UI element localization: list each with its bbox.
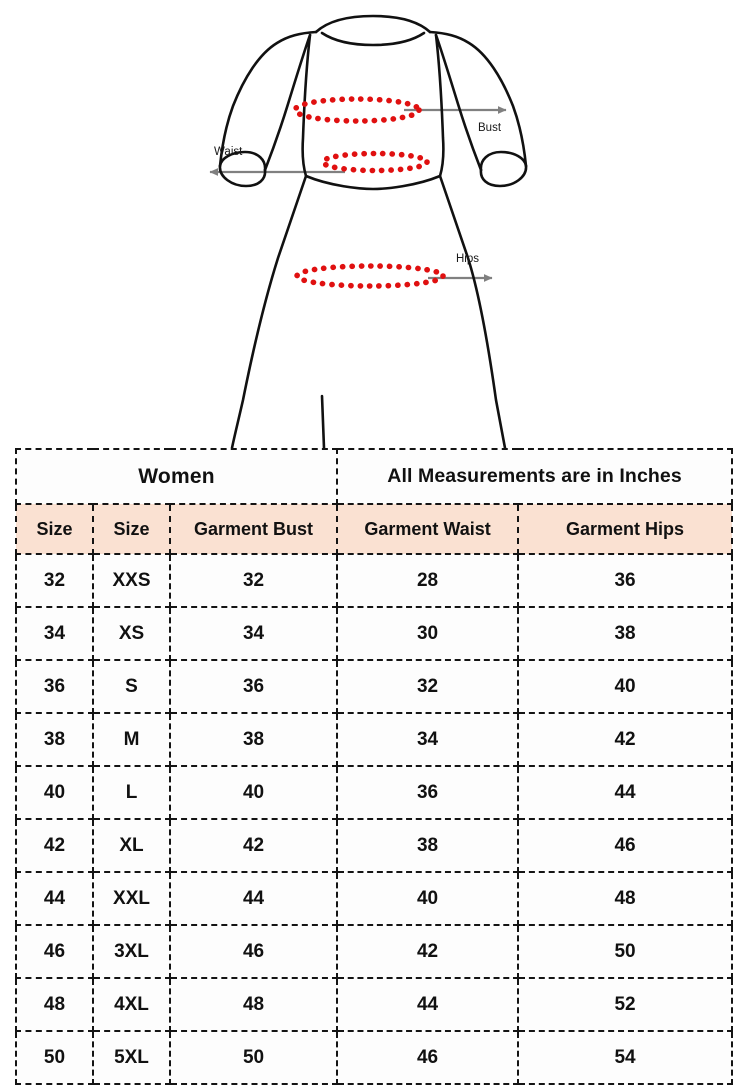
waist-ring xyxy=(320,150,430,174)
column-header-size-alpha: Size xyxy=(92,503,171,555)
cell-size-alpha: XXL xyxy=(92,871,171,926)
right-cuff-front xyxy=(479,164,528,188)
banner-units-cell: All Measurements are in Inches xyxy=(336,448,734,505)
cell-garment-hips: 36 xyxy=(517,553,734,608)
cell-size-alpha: XS xyxy=(92,606,171,661)
cell-size-alpha: 5XL xyxy=(92,1030,171,1085)
hips-label: Hips xyxy=(456,253,479,265)
dress-outline xyxy=(218,14,528,448)
table-row: 46 3XL 46 42 50 xyxy=(15,924,734,979)
bust-ring xyxy=(292,96,422,124)
cell-garment-bust: 48 xyxy=(168,977,339,1032)
banner-category-cell: Women xyxy=(14,448,339,505)
cell-garment-hips: 40 xyxy=(517,659,734,714)
cell-size-alpha: S xyxy=(92,659,171,714)
cell-size-alpha: 3XL xyxy=(92,924,171,979)
cell-garment-bust: 42 xyxy=(168,818,339,873)
cell-size-alpha: 4XL xyxy=(92,977,171,1032)
cell-garment-hips: 54 xyxy=(517,1030,734,1085)
cell-size-numeric: 34 xyxy=(15,606,94,661)
cell-garment-bust: 34 xyxy=(168,606,339,661)
left-sleeve-inner xyxy=(263,33,312,172)
cell-size-numeric: 44 xyxy=(15,871,94,926)
right-cuff-back xyxy=(479,150,528,172)
bodice-right-side xyxy=(434,33,445,178)
cell-garment-waist: 36 xyxy=(336,765,520,820)
cell-size-alpha: L xyxy=(92,765,171,820)
cell-size-numeric: 38 xyxy=(15,712,94,767)
table-row: 44 XXL 44 40 48 xyxy=(15,871,734,926)
column-header-garment-bust: Garment Bust xyxy=(168,503,339,555)
cell-garment-bust: 38 xyxy=(168,712,339,767)
table-header-row: Size Size Garment Bust Garment Waist Gar… xyxy=(15,503,734,555)
right-sleeve-inner xyxy=(434,33,483,172)
cell-garment-waist: 42 xyxy=(336,924,520,979)
cell-garment-hips: 52 xyxy=(517,977,734,1032)
table-banner-row: Women All Measurements are in Inches xyxy=(14,448,734,505)
cell-garment-waist: 28 xyxy=(336,553,520,608)
table-row: 40 L 40 36 44 xyxy=(15,765,734,820)
cell-size-numeric: 46 xyxy=(15,924,94,979)
cell-garment-bust: 50 xyxy=(168,1030,339,1085)
dress-measurement-illustration: Bust Waist Hips xyxy=(0,0,746,448)
skirt-slit xyxy=(320,394,326,448)
left-cuff-front xyxy=(218,164,267,188)
cell-size-numeric: 48 xyxy=(15,977,94,1032)
cell-garment-waist: 44 xyxy=(336,977,520,1032)
bodice-left-side xyxy=(301,33,312,178)
cell-garment-bust: 44 xyxy=(168,871,339,926)
cell-garment-bust: 36 xyxy=(168,659,339,714)
table-row: 36 S 36 32 40 xyxy=(15,659,734,714)
skirt-right xyxy=(438,174,507,448)
cell-size-alpha: M xyxy=(92,712,171,767)
column-header-garment-hips: Garment Hips xyxy=(517,503,734,555)
left-sleeve-outer xyxy=(218,30,318,168)
waist-label: Waist xyxy=(214,146,243,158)
column-header-size-numeric: Size xyxy=(15,503,94,555)
cell-size-numeric: 40 xyxy=(15,765,94,820)
measure-rings xyxy=(292,96,446,289)
cell-garment-bust: 32 xyxy=(168,553,339,608)
cell-size-alpha: XXS xyxy=(92,553,171,608)
table-row: 42 XL 42 38 46 xyxy=(15,818,734,873)
table-row: 34 XS 34 30 38 xyxy=(15,606,734,661)
size-chart-table: Women All Measurements are in Inches Siz… xyxy=(14,448,734,1085)
waist-seam xyxy=(304,174,442,191)
cell-garment-bust: 46 xyxy=(168,924,339,979)
bust-label: Bust xyxy=(478,122,502,134)
hips-ring xyxy=(294,263,446,289)
table-row: 38 M 38 34 42 xyxy=(15,712,734,767)
table-row: 50 5XL 50 46 54 xyxy=(15,1030,734,1085)
cell-garment-bust: 40 xyxy=(168,765,339,820)
cell-garment-waist: 34 xyxy=(336,712,520,767)
right-sleeve-outer xyxy=(428,30,528,168)
cell-size-alpha: XL xyxy=(92,818,171,873)
cell-garment-waist: 30 xyxy=(336,606,520,661)
cell-garment-waist: 40 xyxy=(336,871,520,926)
cell-size-numeric: 42 xyxy=(15,818,94,873)
cell-garment-waist: 32 xyxy=(336,659,520,714)
cell-size-numeric: 32 xyxy=(15,553,94,608)
cell-garment-hips: 44 xyxy=(517,765,734,820)
neckline-outer xyxy=(314,14,432,34)
cell-garment-hips: 42 xyxy=(517,712,734,767)
cell-garment-hips: 46 xyxy=(517,818,734,873)
left-cuff-back xyxy=(218,150,267,172)
cell-size-numeric: 50 xyxy=(15,1030,94,1085)
cell-garment-hips: 48 xyxy=(517,871,734,926)
cell-garment-waist: 46 xyxy=(336,1030,520,1085)
skirt-left xyxy=(230,174,308,448)
cell-garment-waist: 38 xyxy=(336,818,520,873)
size-chart-table-container: Women All Measurements are in Inches Siz… xyxy=(14,448,734,1085)
column-header-garment-waist: Garment Waist xyxy=(336,503,520,555)
cell-garment-hips: 38 xyxy=(517,606,734,661)
neckline-inner xyxy=(320,31,426,47)
cell-size-numeric: 36 xyxy=(15,659,94,714)
table-row: 48 4XL 48 44 52 xyxy=(15,977,734,1032)
table-row: 32 XXS 32 28 36 xyxy=(15,553,734,608)
cell-garment-hips: 50 xyxy=(517,924,734,979)
